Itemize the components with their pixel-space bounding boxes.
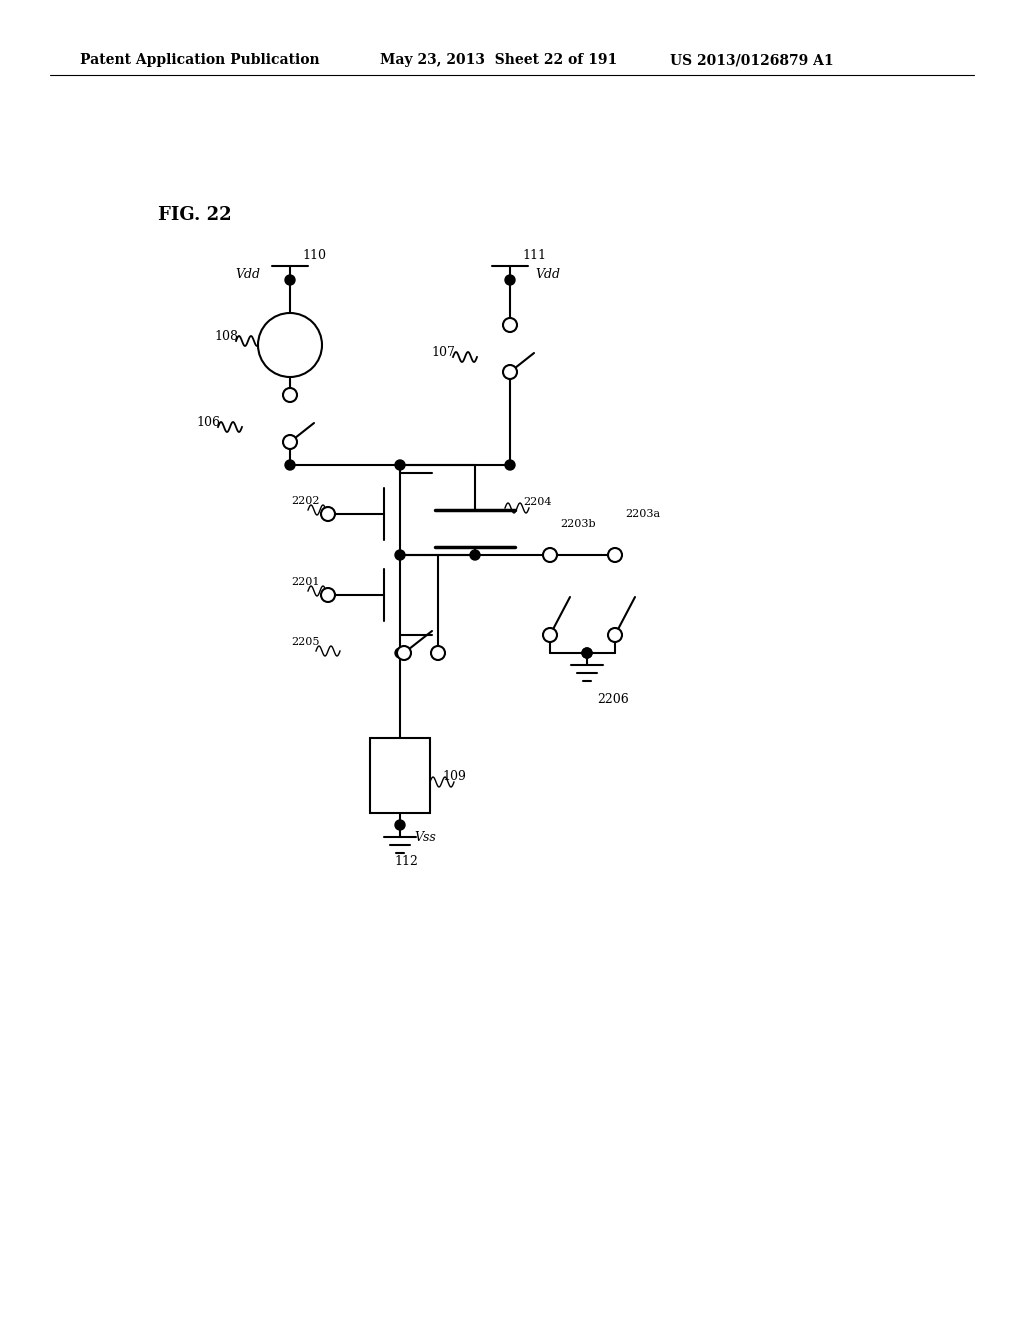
Circle shape bbox=[608, 628, 622, 642]
Text: 106: 106 bbox=[196, 416, 220, 429]
Circle shape bbox=[283, 388, 297, 403]
Circle shape bbox=[503, 366, 517, 379]
Circle shape bbox=[582, 648, 592, 657]
Text: 2205: 2205 bbox=[292, 638, 319, 647]
Text: 112: 112 bbox=[394, 855, 418, 869]
Circle shape bbox=[545, 550, 555, 560]
Text: 2203b: 2203b bbox=[560, 519, 596, 529]
Circle shape bbox=[285, 275, 295, 285]
Text: 111: 111 bbox=[522, 249, 546, 261]
Text: 2201: 2201 bbox=[292, 577, 319, 587]
Text: 2202: 2202 bbox=[292, 496, 319, 506]
Circle shape bbox=[395, 550, 406, 560]
Text: US 2013/0126879 A1: US 2013/0126879 A1 bbox=[670, 53, 834, 67]
Text: 108: 108 bbox=[214, 330, 238, 343]
Circle shape bbox=[395, 648, 406, 657]
Circle shape bbox=[582, 648, 592, 657]
Circle shape bbox=[505, 275, 515, 285]
Circle shape bbox=[505, 459, 515, 470]
Circle shape bbox=[395, 459, 406, 470]
Circle shape bbox=[470, 550, 480, 560]
Circle shape bbox=[543, 628, 557, 642]
Text: Vdd: Vdd bbox=[234, 268, 260, 281]
Circle shape bbox=[608, 548, 622, 562]
Circle shape bbox=[395, 820, 406, 830]
Text: 2204: 2204 bbox=[523, 498, 552, 507]
Text: Vss: Vss bbox=[414, 832, 436, 843]
Circle shape bbox=[431, 645, 445, 660]
Text: Vdd: Vdd bbox=[535, 268, 560, 281]
Bar bbox=[370, 738, 430, 813]
Circle shape bbox=[258, 313, 322, 378]
Text: 107: 107 bbox=[431, 346, 455, 359]
Text: FIG. 22: FIG. 22 bbox=[158, 206, 231, 224]
Text: 110: 110 bbox=[302, 249, 326, 261]
Circle shape bbox=[321, 507, 335, 521]
Text: 109: 109 bbox=[442, 770, 466, 783]
Text: May 23, 2013  Sheet 22 of 191: May 23, 2013 Sheet 22 of 191 bbox=[380, 53, 617, 67]
Text: Patent Application Publication: Patent Application Publication bbox=[80, 53, 319, 67]
Circle shape bbox=[285, 459, 295, 470]
Circle shape bbox=[503, 318, 517, 333]
Circle shape bbox=[283, 436, 297, 449]
Text: 2203a: 2203a bbox=[625, 510, 660, 519]
Text: 2206: 2206 bbox=[597, 693, 629, 706]
Circle shape bbox=[397, 645, 411, 660]
Circle shape bbox=[543, 548, 557, 562]
Circle shape bbox=[321, 587, 335, 602]
